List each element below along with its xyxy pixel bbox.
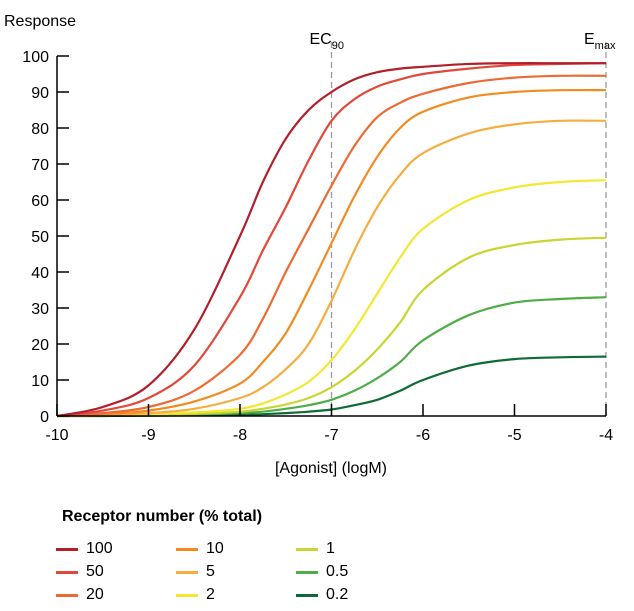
series-line-10 <box>56 88 607 418</box>
legend-item-20: 20 <box>56 586 104 604</box>
legend-label: 0.2 <box>326 586 349 603</box>
legend-label: 50 <box>86 563 104 580</box>
x-tick-label: -7 <box>324 427 338 444</box>
x-axis-label: [Agonist] (logM) <box>275 460 387 477</box>
legend-swatch <box>176 547 198 551</box>
dose-response-chart: Response [Agonist] (logM) 0 10 20 30 40 50 60 7… <box>4 13 616 477</box>
x-tick-label: -10 <box>45 427 68 444</box>
x-tick-label: -4 <box>599 427 613 444</box>
annotations: EC90 Emax <box>310 31 616 52</box>
y-tick-label: 90 <box>31 85 49 102</box>
series-line-5 <box>56 119 607 418</box>
legend-label: 5 <box>206 563 215 580</box>
axes: 0 10 20 30 40 50 60 70 80 90 100 -10 -9 -8 -7 -6 -5 -4 <box>22 49 613 444</box>
y-tick-label: 0 <box>40 409 49 426</box>
y-tick-label: 80 <box>31 121 49 138</box>
legend-swatch <box>176 570 198 574</box>
legend: 100 50 20 10 5 2 1 0.5 0.2 <box>56 540 476 610</box>
legend-item-50: 50 <box>56 563 104 581</box>
y-tick-label: 60 <box>31 193 49 210</box>
series-layer <box>56 62 607 418</box>
legend-label: 0.5 <box>326 563 349 580</box>
series-line-2 <box>56 179 607 418</box>
legend-swatch <box>56 593 78 597</box>
legend-item-1: 1 <box>296 540 335 558</box>
legend-label: 20 <box>86 586 104 603</box>
legend-item-5: 5 <box>176 563 215 581</box>
y-tick-label: 30 <box>31 301 49 318</box>
annotation-label-emax: Emax <box>584 31 616 52</box>
series-line-1 <box>56 236 607 418</box>
x-tick-label: -9 <box>141 427 155 444</box>
y-tick-label: 40 <box>31 265 49 282</box>
legend-label: 1 <box>326 540 335 557</box>
legend-item-0_2: 0.2 <box>296 586 348 604</box>
legend-item-10: 10 <box>176 540 224 558</box>
series-line-100 <box>56 62 606 418</box>
legend-label: 100 <box>86 540 113 557</box>
y-tick-label: 70 <box>31 157 49 174</box>
y-axis-label: Response <box>4 13 76 30</box>
legend-label: 2 <box>206 586 215 603</box>
legend-item-0_5: 0.5 <box>296 563 348 581</box>
series-line-20 <box>56 74 607 418</box>
legend-item-2: 2 <box>176 586 215 604</box>
series-line-50 <box>56 62 607 418</box>
annotation-label-ec90: EC90 <box>310 31 344 52</box>
y-tick-label: 100 <box>22 49 49 66</box>
legend-swatch <box>296 593 318 597</box>
legend-label: 10 <box>206 540 224 557</box>
legend-swatch <box>56 570 78 574</box>
x-tick-label: -6 <box>416 427 430 444</box>
legend-title: Receptor number (% total) <box>62 508 263 525</box>
legend-swatch <box>296 570 318 574</box>
y-tick-label: 20 <box>31 337 49 354</box>
y-tick-label: 10 <box>31 373 49 390</box>
x-tick-label: -8 <box>233 427 247 444</box>
legend-swatch <box>56 547 78 551</box>
y-tick-label: 50 <box>31 229 49 246</box>
legend-swatch <box>296 547 318 551</box>
x-tick-label: -5 <box>507 427 521 444</box>
reference-lines <box>330 42 607 416</box>
legend-swatch <box>176 593 198 597</box>
legend-item-100: 100 <box>56 540 113 558</box>
